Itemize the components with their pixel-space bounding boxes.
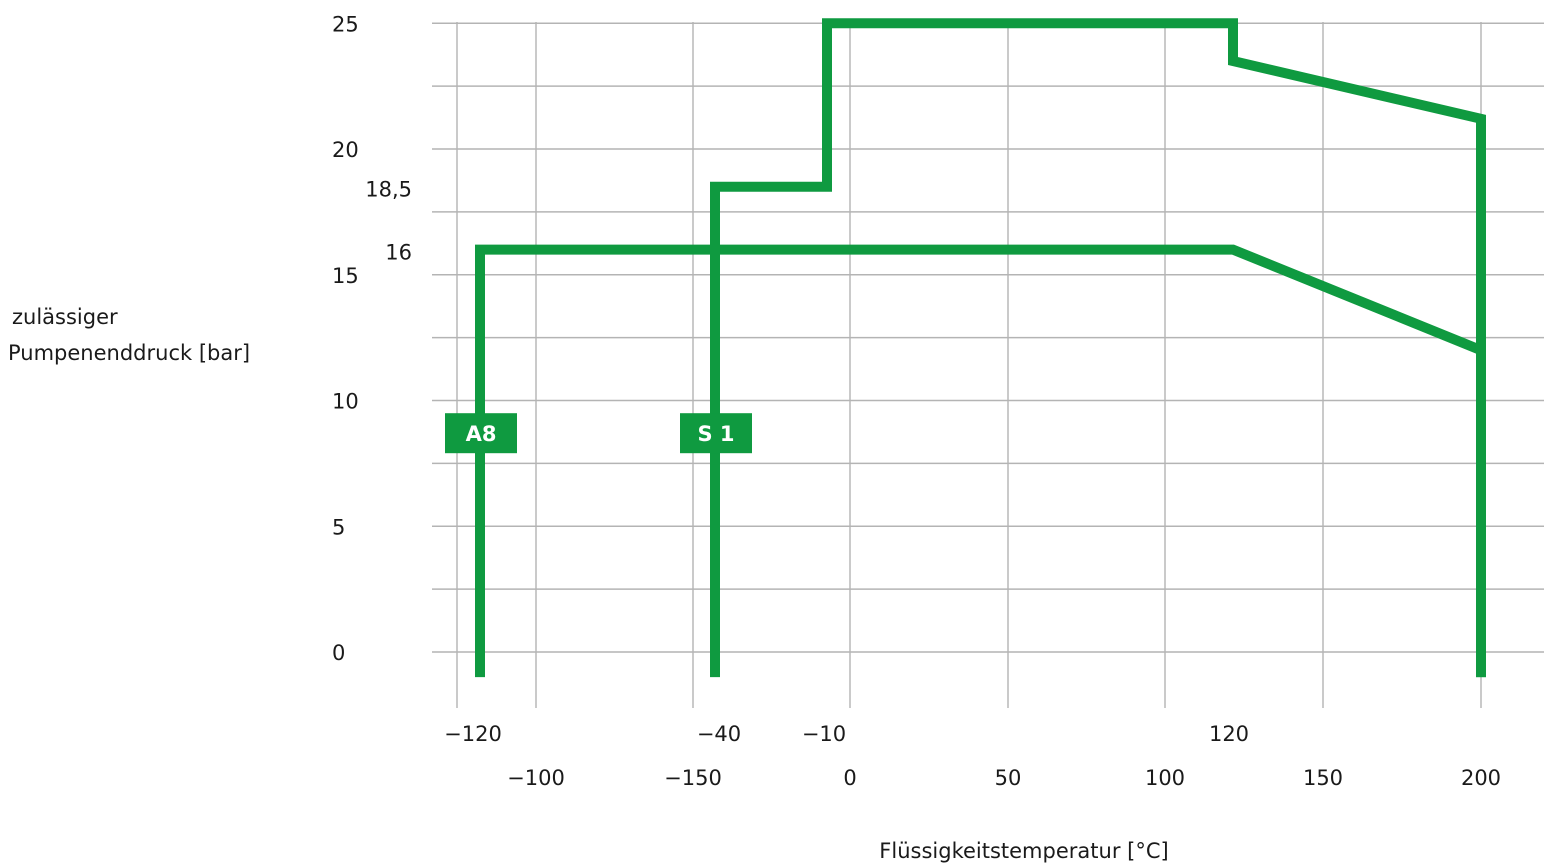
- x-tick-label-primary: −150: [664, 766, 722, 790]
- series-layer: A8 S 1: [445, 18, 1486, 678]
- y-annotation-label: 18,5: [365, 178, 412, 202]
- x-tick-label-primary: 0: [843, 766, 856, 790]
- y-axis-label-line-2: Pumpenenddruck [bar]: [8, 341, 250, 365]
- y-tick-label: 15: [332, 264, 359, 288]
- x-tick-label-primary: 200: [1461, 766, 1501, 790]
- x-axis-label: Flüssigkeitstemperatur [°C]: [879, 839, 1168, 863]
- series-label: S 1: [697, 422, 734, 446]
- series-label-box: [680, 413, 752, 454]
- x-tick-label-primary: 150: [1303, 766, 1343, 790]
- y-tick-label: 25: [332, 12, 359, 36]
- series-line-1: [710, 18, 1486, 678]
- x-tick-label-primary: −100: [507, 766, 565, 790]
- tick-labels: 0 5 10 15 20 25 18,5 16 −100 −150 0 50 100 150 200 −120…: [332, 12, 1501, 790]
- series-label: A8: [466, 422, 497, 446]
- x-tick-label-secondary: −10: [802, 722, 846, 746]
- grid: [432, 22, 1544, 708]
- y-annotation-label: 16: [385, 241, 412, 265]
- x-tick-label-secondary: −120: [444, 722, 502, 746]
- y-tick-label: 5: [332, 515, 345, 539]
- y-axis-label-line-1: zulässiger: [12, 305, 118, 329]
- x-tick-label-secondary: 120: [1209, 722, 1249, 746]
- y-tick-label: 0: [332, 641, 345, 665]
- y-tick-label: 20: [332, 138, 359, 162]
- y-tick-label: 10: [332, 390, 359, 414]
- x-tick-label-primary: 100: [1145, 766, 1185, 790]
- x-tick-label-secondary: −40: [697, 722, 741, 746]
- x-tick-label-primary: 50: [995, 766, 1022, 790]
- series-label-box: [445, 413, 517, 454]
